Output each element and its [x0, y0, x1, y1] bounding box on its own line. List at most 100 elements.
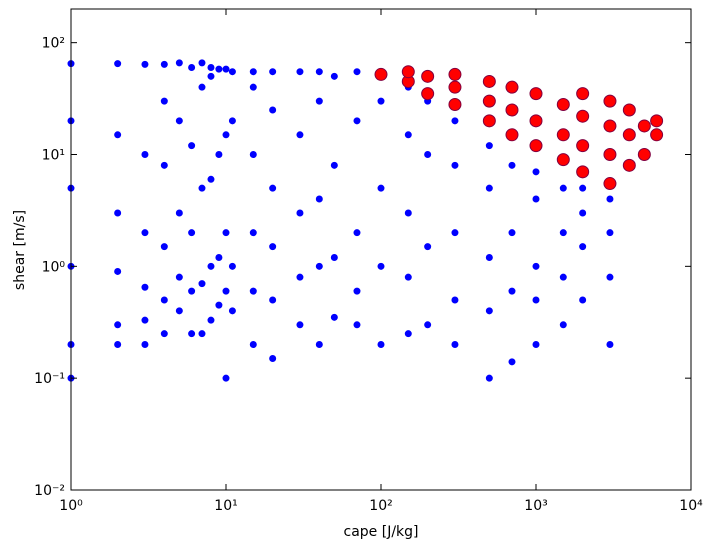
- point: [401, 65, 415, 79]
- point: [482, 114, 496, 128]
- point: [404, 209, 412, 217]
- point: [421, 69, 435, 83]
- point: [215, 301, 223, 309]
- y-tick-label: 10¹: [42, 147, 65, 163]
- point: [353, 321, 361, 329]
- point: [622, 158, 636, 172]
- y-tick-label: 10⁻²: [34, 483, 65, 499]
- point: [448, 80, 462, 94]
- point: [532, 262, 540, 270]
- point: [556, 97, 570, 111]
- x-tick-label: 10⁴: [679, 498, 703, 514]
- point: [579, 209, 587, 217]
- point: [207, 175, 215, 183]
- point: [559, 321, 567, 329]
- point: [532, 195, 540, 203]
- x-tick-label: 10³: [524, 498, 547, 514]
- point: [532, 168, 540, 176]
- point: [160, 243, 168, 251]
- point: [424, 321, 432, 329]
- point: [508, 229, 516, 237]
- point: [451, 296, 459, 304]
- point: [141, 316, 149, 324]
- point: [404, 131, 412, 139]
- point: [249, 341, 257, 349]
- x-axis-label: cape [J/kg]: [344, 524, 419, 540]
- point: [228, 307, 236, 315]
- point: [249, 150, 257, 158]
- point: [603, 94, 617, 108]
- point: [576, 109, 590, 123]
- point: [606, 341, 614, 349]
- point: [207, 72, 215, 80]
- point: [579, 243, 587, 251]
- point: [451, 229, 459, 237]
- point: [529, 87, 543, 101]
- point: [485, 307, 493, 315]
- point: [315, 195, 323, 203]
- point: [249, 83, 257, 91]
- point: [330, 313, 338, 321]
- point: [198, 330, 206, 338]
- point: [330, 161, 338, 169]
- point: [160, 60, 168, 68]
- point: [424, 243, 432, 251]
- point: [198, 83, 206, 91]
- point: [249, 229, 257, 237]
- point: [485, 142, 493, 150]
- point: [603, 119, 617, 133]
- point: [576, 165, 590, 179]
- point: [296, 273, 304, 281]
- y-tick-label: 10²: [42, 36, 65, 52]
- point: [505, 128, 519, 142]
- point: [622, 128, 636, 142]
- point: [269, 106, 277, 114]
- point: [141, 341, 149, 349]
- point: [315, 97, 323, 105]
- point: [330, 253, 338, 261]
- point: [377, 262, 385, 270]
- point: [482, 74, 496, 88]
- point: [576, 139, 590, 153]
- point: [377, 97, 385, 105]
- point: [315, 68, 323, 76]
- point: [175, 209, 183, 217]
- point: [451, 161, 459, 169]
- point: [353, 229, 361, 237]
- point: [222, 374, 230, 382]
- point: [353, 68, 361, 76]
- point: [188, 63, 196, 71]
- point: [198, 280, 206, 288]
- point: [175, 117, 183, 125]
- point: [603, 177, 617, 191]
- point: [529, 114, 543, 128]
- point: [207, 262, 215, 270]
- point: [315, 341, 323, 349]
- point: [404, 273, 412, 281]
- point: [160, 330, 168, 338]
- x-tick-label: 10¹: [214, 498, 237, 514]
- point: [141, 60, 149, 68]
- point: [559, 273, 567, 281]
- point: [114, 267, 122, 275]
- point: [448, 67, 462, 81]
- point: [576, 87, 590, 101]
- point: [188, 330, 196, 338]
- point: [485, 184, 493, 192]
- point: [228, 262, 236, 270]
- y-tick-label: 10⁰: [42, 259, 66, 275]
- point: [114, 321, 122, 329]
- point: [529, 139, 543, 153]
- point: [198, 59, 206, 67]
- point: [215, 150, 223, 158]
- point: [421, 87, 435, 101]
- point: [374, 67, 388, 81]
- point: [141, 229, 149, 237]
- point: [228, 117, 236, 125]
- point: [228, 68, 236, 76]
- point: [505, 103, 519, 117]
- point: [451, 341, 459, 349]
- x-tick-label: 10⁰: [59, 498, 83, 514]
- point: [377, 341, 385, 349]
